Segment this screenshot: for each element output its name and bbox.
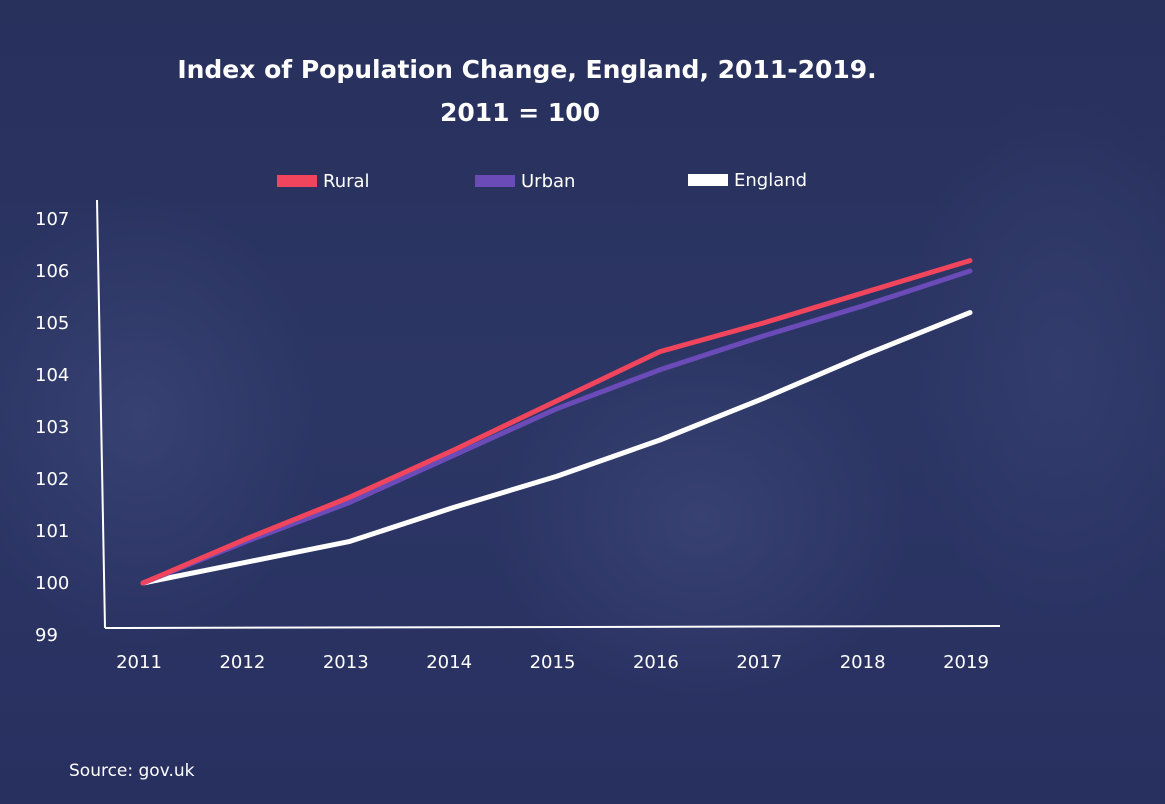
y-tick-label: 106 <box>35 261 69 282</box>
x-tick-label: 2013 <box>323 652 369 673</box>
x-tick-label: 2017 <box>736 652 782 673</box>
chart-subtitle: 2011 = 100 <box>440 98 600 127</box>
y-tick-label: 99 <box>35 625 58 646</box>
x-tick-label: 2018 <box>840 652 886 673</box>
y-tick-label: 104 <box>35 365 69 386</box>
legend-label-urban: Urban <box>521 171 575 192</box>
y-tick-label: 102 <box>35 469 69 490</box>
y-tick-label: 103 <box>35 417 69 438</box>
series-lines <box>140 258 973 586</box>
x-axis-line <box>104 625 1001 629</box>
series-line-england <box>140 310 973 586</box>
y-tick-label: 107 <box>35 209 69 230</box>
series-line-urban <box>140 268 973 586</box>
x-tick-label: 2014 <box>426 652 472 673</box>
x-tick-label: 2019 <box>943 652 989 673</box>
legend-swatch-urban <box>475 175 515 187</box>
y-axis-ticks: 99 100 101 102 103 104 105 106 107 <box>35 209 69 646</box>
x-tick-label: 2012 <box>219 652 265 673</box>
legend: Rural Urban England <box>277 170 807 192</box>
y-tick-label: 101 <box>35 521 69 542</box>
x-tick-label: 2016 <box>633 652 679 673</box>
legend-swatch-rural <box>277 175 317 187</box>
x-axis-ticks: 2011 2012 2013 2014 2015 2016 2017 2018 2019 <box>116 652 989 673</box>
y-tick-label: 100 <box>35 573 69 594</box>
legend-label-rural: Rural <box>323 171 370 192</box>
x-tick-label: 2015 <box>530 652 576 673</box>
source-note: Source: gov.uk <box>69 761 195 781</box>
series-line-rural <box>140 258 973 586</box>
chart-title: Index of Population Change, England, 201… <box>177 55 876 84</box>
y-tick-label: 105 <box>35 313 69 334</box>
x-tick-label: 2011 <box>116 652 162 673</box>
y-axis-line <box>96 199 106 629</box>
legend-swatch-england <box>688 174 728 186</box>
legend-label-england: England <box>734 170 807 191</box>
